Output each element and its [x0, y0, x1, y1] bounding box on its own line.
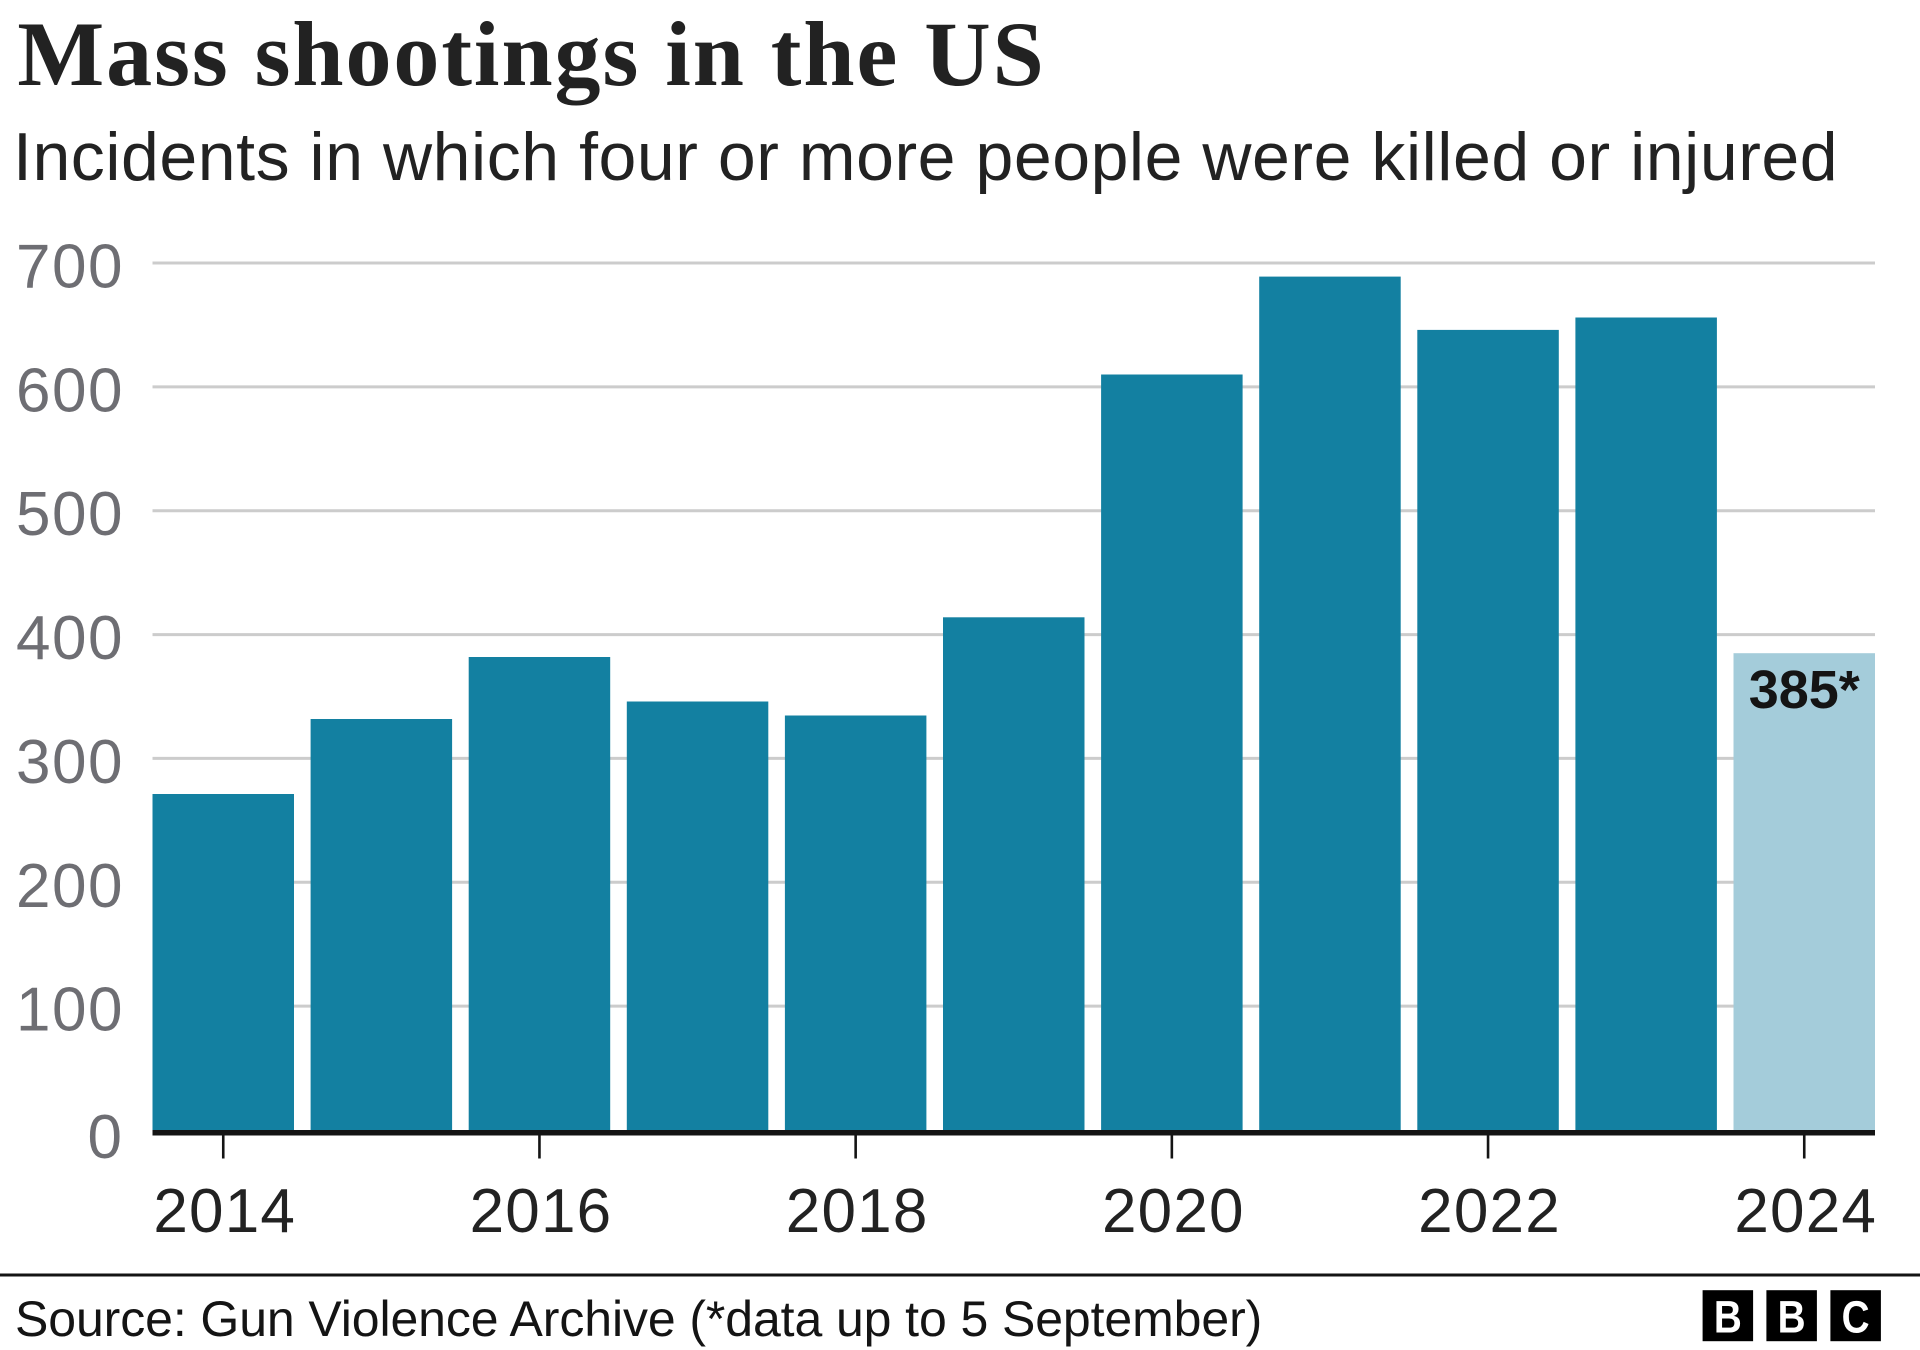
svg-text:500: 500: [16, 480, 124, 549]
svg-text:2018: 2018: [786, 1177, 929, 1246]
svg-text:0: 0: [88, 1103, 122, 1172]
svg-text:200: 200: [16, 852, 124, 921]
svg-text:400: 400: [16, 604, 124, 673]
svg-text:300: 300: [16, 728, 124, 797]
svg-text:2024: 2024: [1734, 1177, 1877, 1246]
svg-text:Mass shootings in the US: Mass shootings in the US: [17, 3, 1045, 105]
svg-text:600: 600: [16, 356, 124, 425]
svg-text:Source: Gun Violence Archive (: Source: Gun Violence Archive (*data up t…: [15, 1291, 1262, 1347]
svg-text:2016: 2016: [470, 1177, 613, 1246]
svg-text:C: C: [1842, 1292, 1870, 1342]
svg-text:B: B: [1778, 1292, 1806, 1342]
svg-text:385*: 385*: [1749, 660, 1860, 720]
svg-text:2022: 2022: [1418, 1177, 1561, 1246]
svg-text:700: 700: [16, 233, 124, 302]
svg-text:Incidents in which four or mor: Incidents in which four or more people w…: [13, 119, 1838, 195]
svg-text:2014: 2014: [153, 1177, 296, 1246]
svg-text:100: 100: [16, 976, 124, 1045]
svg-text:B: B: [1714, 1292, 1742, 1342]
svg-text:2020: 2020: [1102, 1177, 1245, 1246]
